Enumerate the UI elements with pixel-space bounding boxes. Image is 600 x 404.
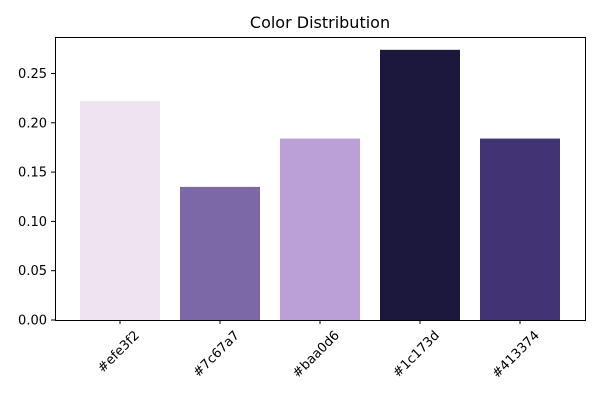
y-tick-label: 0.00 [18,314,47,329]
x-tick-label: #baa0d6 [290,328,343,381]
bar-efe3f2 [80,101,160,320]
bar-413374 [480,138,560,320]
y-tick-label: 0.15 [18,166,47,181]
y-tick-label: 0.05 [18,264,47,279]
x-axis: #efe3f2 #7c67a7 #baa0d6 #1c173d #413374 [95,320,543,382]
x-tick-label: #1c173d [390,328,443,381]
y-tick-label: 0.25 [18,67,47,82]
y-axis: 0.00 0.05 0.10 0.15 0.20 0.25 [18,67,55,329]
x-tick-label: #413374 [489,328,542,381]
bars-layer [80,49,560,320]
bar-7c67a7 [180,186,260,320]
chart-title: Color Distribution [250,13,390,32]
x-tick-label: #7c67a7 [190,328,242,380]
bar-baa0d6 [280,138,360,320]
plot-frame [55,37,586,321]
y-tick-label: 0.20 [18,116,47,131]
y-tick-label: 0.10 [18,215,47,230]
bar-1c173d [380,49,460,320]
x-tick-label: #efe3f2 [95,328,143,376]
